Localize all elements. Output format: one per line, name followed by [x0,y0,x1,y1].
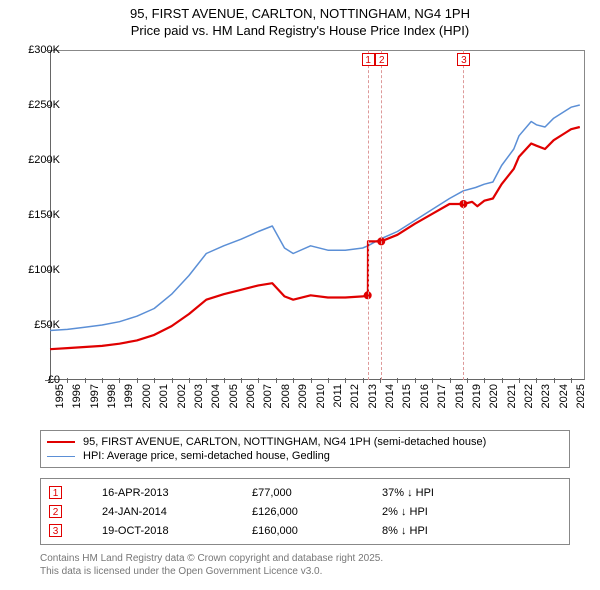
footer-line-1: Contains HM Land Registry data © Crown c… [40,552,383,565]
x-axis-label: 2001 [158,384,170,408]
x-axis-label: 1998 [106,384,118,408]
x-axis-label: 2011 [332,384,344,408]
x-axis-label: 2004 [210,384,222,408]
x-axis-label: 2010 [315,384,327,408]
sales-row-marker: 1 [49,486,62,499]
chart-title: 95, FIRST AVENUE, CARLTON, NOTTINGHAM, N… [0,0,600,40]
x-axis-label: 1997 [89,384,101,408]
x-axis-label: 2021 [506,384,518,408]
sales-table: 1 16-APR-2013£77,00037% ↓ HPI 2 24-JAN-2014… [40,478,570,545]
sale-marker-vline [381,50,382,380]
sale-marker-flag: 3 [457,53,470,66]
x-axis-label: 2000 [141,384,153,408]
x-axis-label: 2017 [436,384,448,408]
sales-row-price: £126,000 [252,506,382,518]
x-axis-label: 2009 [297,384,309,408]
x-axis-label: 2002 [176,384,188,408]
title-line-1: 95, FIRST AVENUE, CARLTON, NOTTINGHAM, N… [0,6,600,23]
x-axis-label: 2006 [245,384,257,408]
sales-table-row: 3 19-OCT-2018£160,0008% ↓ HPI [41,521,569,540]
footer-attribution: Contains HM Land Registry data © Crown c… [40,552,383,578]
x-axis-label: 2013 [367,384,379,408]
x-axis-label: 2012 [349,384,361,408]
x-axis-label: 2014 [384,384,396,408]
chart-svg [50,50,585,380]
legend-row: HPI: Average price, semi-detached house,… [47,449,563,463]
x-axis-label: 2023 [540,384,552,408]
legend-label: 95, FIRST AVENUE, CARLTON, NOTTINGHAM, N… [83,436,486,448]
sales-row-date: 24-JAN-2014 [102,506,252,518]
series-price_paid [50,127,580,349]
sales-row-pct: 37% ↓ HPI [382,487,561,499]
x-axis-label: 2008 [280,384,292,408]
x-axis-label: 2015 [401,384,413,408]
sale-marker-flag: 1 [362,53,375,66]
legend-swatch [47,441,75,443]
x-axis-label: 2020 [488,384,500,408]
sales-table-row: 1 16-APR-2013£77,00037% ↓ HPI [41,483,569,502]
sales-row-date: 16-APR-2013 [102,487,252,499]
legend-swatch [47,456,75,457]
x-axis-label: 1999 [123,384,135,408]
x-axis-label: 2019 [471,384,483,408]
sales-row-marker: 3 [49,524,62,537]
x-axis-label: 2025 [575,384,587,408]
x-axis-label: 2022 [523,384,535,408]
legend-row: 95, FIRST AVENUE, CARLTON, NOTTINGHAM, N… [47,435,563,449]
sales-row-date: 19-OCT-2018 [102,525,252,537]
sales-row-price: £160,000 [252,525,382,537]
sales-table-row: 2 24-JAN-2014£126,0002% ↓ HPI [41,502,569,521]
sale-marker-flag: 2 [375,53,388,66]
sales-row-price: £77,000 [252,487,382,499]
x-axis-label: 2018 [454,384,466,408]
sale-marker-vline [368,50,369,380]
sales-row-pct: 2% ↓ HPI [382,506,561,518]
x-axis-label: 2016 [419,384,431,408]
x-axis-label: 2024 [558,384,570,408]
sales-row-pct: 8% ↓ HPI [382,525,561,537]
legend-box: 95, FIRST AVENUE, CARLTON, NOTTINGHAM, N… [40,430,570,468]
x-axis-label: 2003 [193,384,205,408]
sale-marker-vline [463,50,464,380]
x-axis-label: 2007 [262,384,274,408]
x-axis-label: 2005 [228,384,240,408]
x-axis-label: 1996 [71,384,83,408]
x-axis-label: 1995 [54,384,66,408]
footer-line-2: This data is licensed under the Open Gov… [40,565,383,578]
legend-label: HPI: Average price, semi-detached house,… [83,450,330,462]
title-line-2: Price paid vs. HM Land Registry's House … [0,23,600,40]
sales-row-marker: 2 [49,505,62,518]
